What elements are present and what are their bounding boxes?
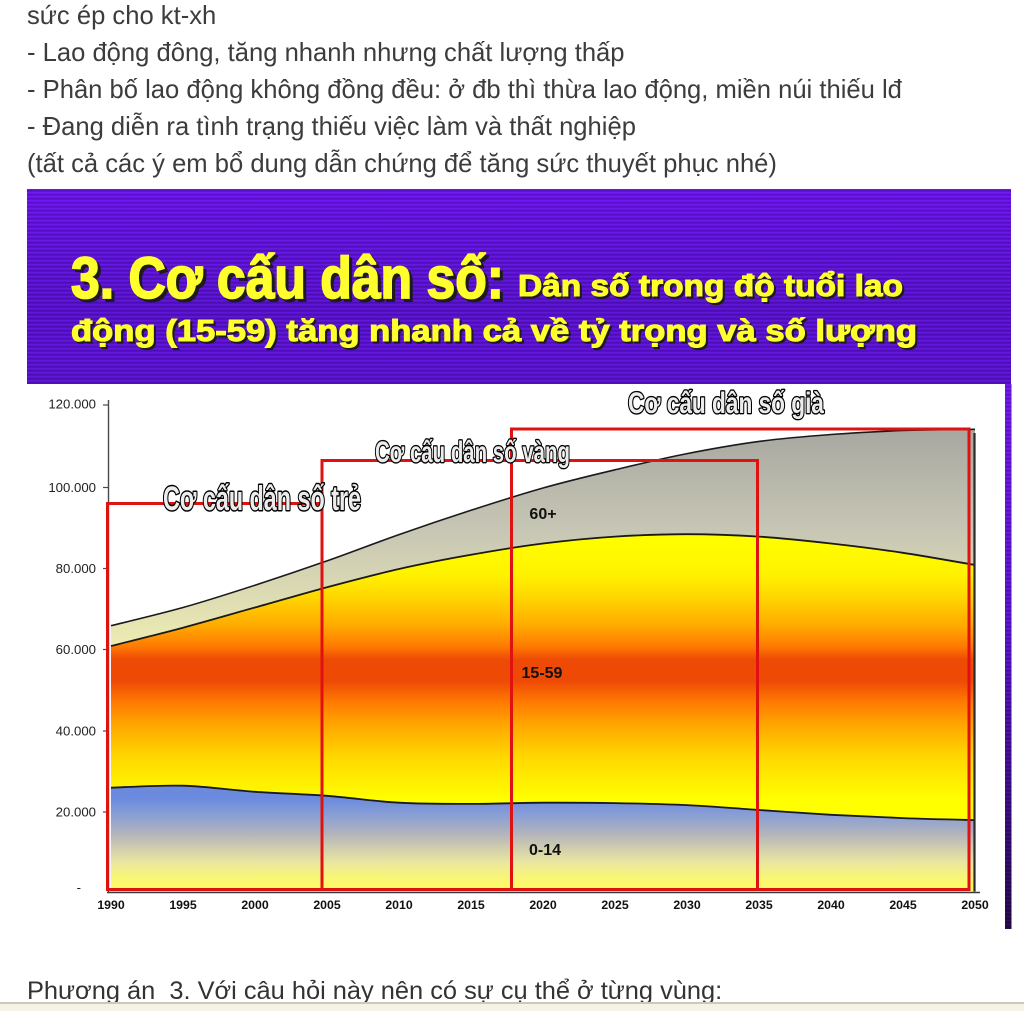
svg-text:2040: 2040 xyxy=(817,898,845,912)
svg-text:20.000: 20.000 xyxy=(56,805,96,820)
svg-text:Cơ cấu dân số già: Cơ cấu dân số già xyxy=(628,387,824,420)
svg-text:2005: 2005 xyxy=(313,898,341,912)
svg-text:2030: 2030 xyxy=(673,898,701,912)
svg-text:2025: 2025 xyxy=(601,898,629,912)
svg-text:động (15-59) tăng nhanh cả về: động (15-59) tăng nhanh cả về tỷ trọng v… xyxy=(71,313,917,348)
svg-text:2020: 2020 xyxy=(529,898,557,912)
svg-text:2015: 2015 xyxy=(457,898,485,912)
svg-text:60.000: 60.000 xyxy=(56,642,96,657)
svg-text:100.000: 100.000 xyxy=(48,480,96,495)
svg-text:2045: 2045 xyxy=(889,898,917,912)
svg-text:60+: 60+ xyxy=(529,506,556,523)
svg-text:Dân số trong độ tuổi lao: Dân số trong độ tuổi lao xyxy=(518,268,903,303)
svg-text:2035: 2035 xyxy=(745,898,773,912)
svg-text:80.000: 80.000 xyxy=(56,561,96,576)
svg-text:120.000: 120.000 xyxy=(48,397,96,412)
svg-text:1995: 1995 xyxy=(169,898,197,912)
svg-text:động (15-59) tăng nhanh cả về: động (15-59) tăng nhanh cả về tỷ trọng v… xyxy=(73,315,919,350)
svg-text:Dân số trong độ tuổi lao: Dân số trong độ tuổi lao xyxy=(520,270,905,305)
svg-text:3. Cơ cấu dân số:: 3. Cơ cấu dân số: xyxy=(74,249,507,314)
svg-text:1990: 1990 xyxy=(97,898,125,912)
svg-text:3. Cơ cấu dân số:: 3. Cơ cấu dân số: xyxy=(71,246,504,311)
svg-text:15-59: 15-59 xyxy=(522,665,563,682)
svg-text:40.000: 40.000 xyxy=(56,724,96,739)
svg-text:Cơ cấu dân số trẻ: Cơ cấu dân số trẻ xyxy=(163,480,361,518)
svg-text:2010: 2010 xyxy=(385,898,413,912)
svg-text:Cơ cấu dân số vàng: Cơ cấu dân số vàng xyxy=(375,436,570,469)
svg-text:2000: 2000 xyxy=(241,898,269,912)
svg-text:2050: 2050 xyxy=(961,898,989,912)
svg-text:0-14: 0-14 xyxy=(529,842,561,859)
svg-text:-: - xyxy=(77,880,81,895)
